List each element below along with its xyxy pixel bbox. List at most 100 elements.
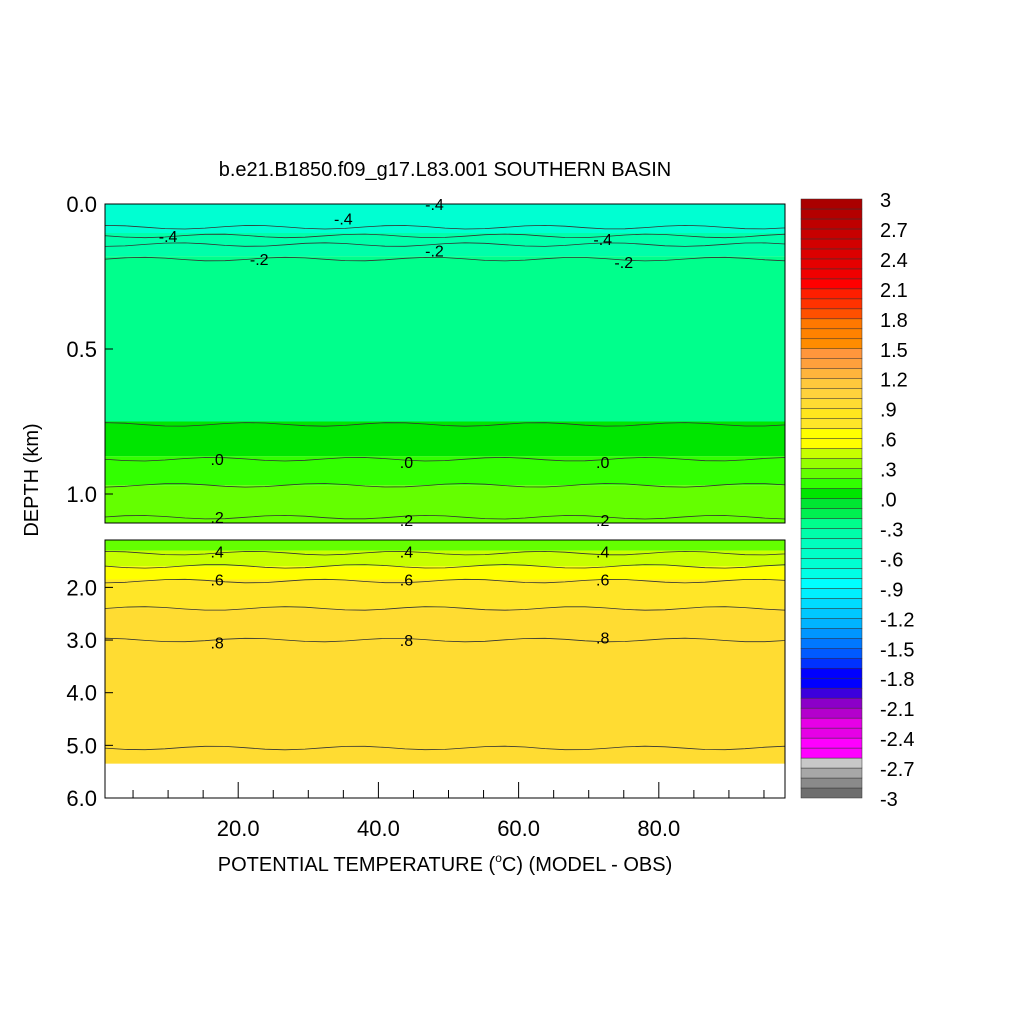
colorbar-label: 2.4 <box>880 250 908 272</box>
x-tick-label: 20.0 <box>217 816 260 841</box>
colorbar-swatch <box>800 298 863 310</box>
contour-label: .2 <box>400 513 413 530</box>
colorbar-swatch <box>800 697 863 709</box>
contour-line <box>104 456 786 462</box>
contour-line <box>104 242 786 247</box>
colorbar-swatch <box>800 218 863 230</box>
contour-line <box>104 745 786 751</box>
x-axis: 20.0 40.0 60.0 80.0 <box>132 782 765 841</box>
colorbar-swatch <box>800 608 863 619</box>
colorbar-swatch <box>800 448 863 459</box>
colorbar-swatch <box>800 378 863 389</box>
contour-label: .6 <box>400 572 413 589</box>
colorbar-swatch <box>800 358 863 369</box>
colorbar-swatch <box>800 677 863 689</box>
colorbar-label: 2.1 <box>880 280 908 302</box>
lower-panel: .4 .4 .4 .6 .6 .6 .8 .8 .8 2.0 3.0 4.0 5.0 6.0 <box>66 539 786 811</box>
colorbar-label: 1.5 <box>880 340 908 362</box>
colorbar-swatch <box>800 338 863 349</box>
colorbar-label: -2.4 <box>880 729 914 751</box>
contour-label: .0 <box>210 452 223 469</box>
colorbar-swatch <box>800 757 863 769</box>
colorbar-swatch <box>800 508 863 519</box>
x-axis-label: POTENTIAL TEMPERATURE (oC) (MODEL - OBS) <box>218 851 673 876</box>
y-tick-label: 5.0 <box>66 733 97 758</box>
colorbar-label: .3 <box>880 460 897 482</box>
contour-band <box>105 204 785 233</box>
colorbar-swatch <box>800 488 863 499</box>
colorbar-swatch <box>800 657 863 669</box>
contour-label: .4 <box>400 545 413 562</box>
colorbar-label: .0 <box>880 490 897 512</box>
colorbar-swatch <box>800 777 863 789</box>
colorbar-swatch <box>800 238 863 250</box>
colorbar-label: .9 <box>880 400 897 422</box>
contour-label: -.4 <box>593 232 612 249</box>
colorbar-swatch <box>800 428 863 439</box>
contour-line <box>104 514 786 520</box>
colorbar-label: .6 <box>880 430 897 452</box>
x-tick-label: 60.0 <box>497 816 540 841</box>
contour-band <box>105 566 785 580</box>
colorbar-swatch <box>800 268 863 280</box>
contour-band <box>105 485 785 523</box>
colorbar-swatch <box>800 717 863 729</box>
y-tick-label: 0.0 <box>66 192 97 217</box>
contour-band <box>105 579 785 609</box>
contour-label: .0 <box>596 455 609 472</box>
colorbar-swatch <box>800 548 863 559</box>
colorbar-swatch <box>800 458 863 469</box>
contour-label: .2 <box>596 513 609 530</box>
colorbar-swatch <box>800 288 863 300</box>
colorbar-swatch <box>800 388 863 399</box>
contour-line <box>104 564 786 569</box>
contour-line <box>104 483 786 488</box>
colorbar-swatch <box>800 198 863 210</box>
y-tick-label: 2.0 <box>66 575 97 600</box>
contour-label: .6 <box>596 572 609 589</box>
colorbar-swatch <box>800 308 863 320</box>
colorbar-swatch <box>800 258 863 270</box>
y-tick-label: 4.0 <box>66 681 97 706</box>
contour-band <box>105 608 785 764</box>
contour-label: .4 <box>596 545 609 562</box>
colorbar-label: 2.7 <box>880 220 908 242</box>
contour-line <box>104 550 786 556</box>
colorbar-swatch <box>800 687 863 699</box>
colorbar-swatch <box>800 278 863 290</box>
x-tick-label: 40.0 <box>357 816 400 841</box>
colorbar-swatch <box>800 528 863 539</box>
panel-frame <box>104 203 786 524</box>
contour-label: .8 <box>596 630 609 647</box>
y-tick-label: 0.5 <box>66 337 97 362</box>
colorbar-swatch <box>800 408 863 419</box>
colorbar-swatch <box>800 248 863 260</box>
colorbar-swatch <box>800 648 863 659</box>
contour-line <box>104 578 786 584</box>
contour-band <box>105 233 785 257</box>
contour-label: .6 <box>210 572 223 589</box>
panel-frame <box>104 539 786 799</box>
contour-band <box>105 540 785 551</box>
colorbar-label: 1.8 <box>880 310 908 332</box>
x-axis-label-degree: o <box>495 851 502 865</box>
y-tick-label: 3.0 <box>66 628 97 653</box>
colorbar-swatch <box>800 578 863 589</box>
colorbar-swatch <box>800 468 863 479</box>
colorbar-swatch <box>800 368 863 379</box>
colorbar-swatch <box>800 667 863 679</box>
chart-title: b.e21.B1850.f09_g17.L83.001 SOUTHERN BAS… <box>219 159 672 181</box>
contour-line <box>104 233 786 239</box>
colorbar-label: 3 <box>880 190 891 212</box>
colorbar-label: -2.1 <box>880 699 914 721</box>
contour-label: -.4 <box>159 229 178 246</box>
colorbar-swatch <box>800 498 863 509</box>
contour-label: -.2 <box>614 255 633 272</box>
contour-line <box>104 422 786 427</box>
colorbar-swatch <box>800 588 863 599</box>
y-axis-label: DEPTH (km) <box>21 423 43 536</box>
contour-band <box>105 456 785 486</box>
colorbar-swatch <box>800 727 863 739</box>
colorbar-swatch <box>800 318 863 330</box>
y-tick-label: 6.0 <box>66 786 97 811</box>
